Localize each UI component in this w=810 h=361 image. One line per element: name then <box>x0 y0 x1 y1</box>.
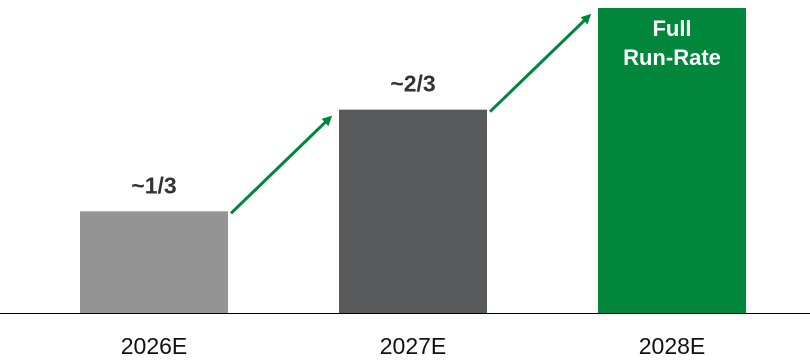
data-label: ~2/3 <box>390 71 435 97</box>
x-tick-label: 2028E <box>639 333 706 359</box>
bar-2026e <box>80 211 228 313</box>
x-tick-label: 2027E <box>380 333 447 359</box>
x-tick-label: 2026E <box>121 333 188 359</box>
x-axis-ticks: 2026E 2027E 2028E <box>121 333 706 359</box>
bars-layer <box>80 8 746 314</box>
growth-arrow <box>488 13 592 113</box>
bar-2028e <box>598 8 746 313</box>
labels-layer: ~1/3 ~2/3 Full Run-Rate <box>131 16 721 198</box>
arrows-layer <box>229 13 592 215</box>
bar-2027e <box>339 109 487 314</box>
data-label: Full Run-Rate <box>623 16 721 70</box>
growth-arrow <box>229 115 333 215</box>
data-label: ~1/3 <box>131 172 176 198</box>
